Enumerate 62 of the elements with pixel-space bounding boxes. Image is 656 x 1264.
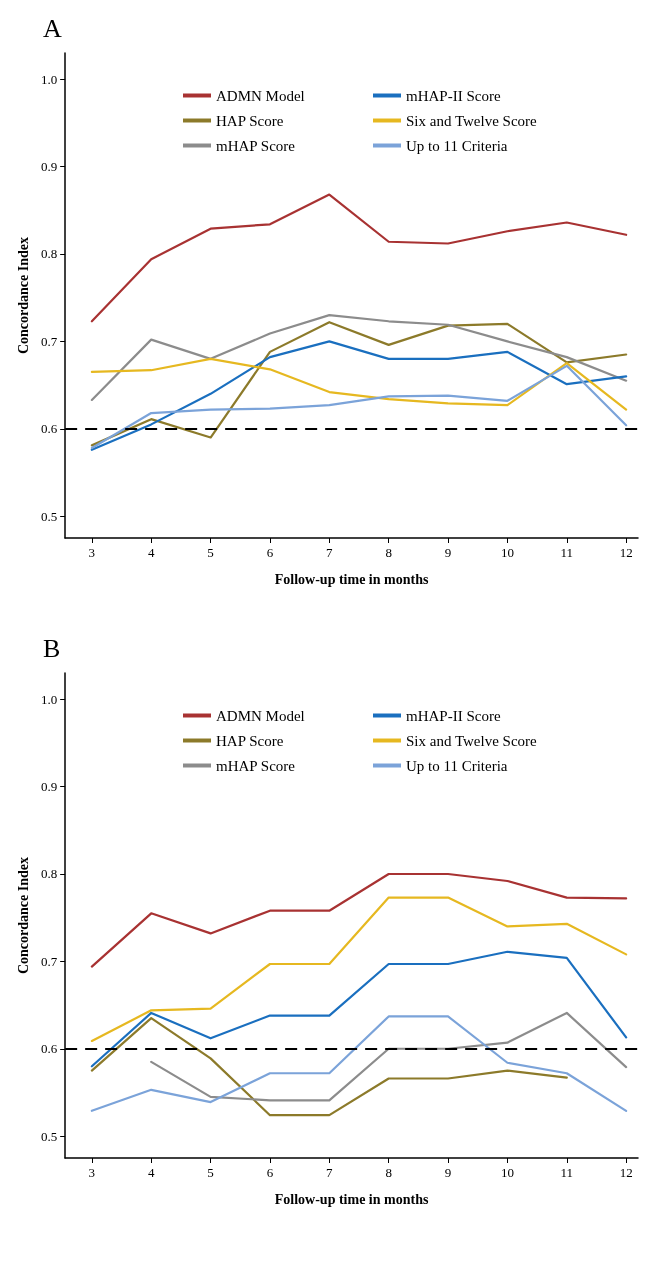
x-tick-label: 5 <box>207 545 214 560</box>
x-tick-label: 8 <box>385 545 392 560</box>
x-tick-label: 6 <box>266 1165 274 1180</box>
line-series <box>90 364 628 450</box>
x-tick-label: 10 <box>500 1165 514 1180</box>
line-series <box>90 872 628 968</box>
line-series <box>90 950 628 1068</box>
x-tick-label: 4 <box>147 545 155 560</box>
legend-label: ADMN Model <box>216 707 305 724</box>
x-tick-label: 3 <box>88 545 96 560</box>
y-tick-label: 0.9 <box>40 159 58 175</box>
y-tick-label: 0.9 <box>40 779 58 795</box>
y-tick-label: 1.0 <box>40 691 58 707</box>
line-series <box>150 1011 628 1102</box>
y-tick-label: 0.7 <box>40 333 58 349</box>
x-tick-label: 6 <box>266 545 274 560</box>
y-axis-title: Concordance Index <box>15 236 31 355</box>
line-series <box>90 896 628 1042</box>
x-axis-title: Follow-up time in months <box>274 1191 429 1207</box>
y-tick-label: 0.8 <box>40 246 58 262</box>
y-tick-label: 0.5 <box>40 508 58 524</box>
legend-label: mHAP-II Score <box>406 707 501 724</box>
x-tick-label: 9 <box>444 545 452 560</box>
legend-label: mHAP Score <box>216 757 296 774</box>
x-tick-label: 5 <box>207 1165 214 1180</box>
x-axis-title: Follow-up time in months <box>274 571 429 587</box>
legend-label: Six and Twelve Score <box>406 732 538 749</box>
line-series <box>90 321 628 447</box>
x-tick-label: 10 <box>500 545 514 560</box>
legend-label: ADMN Model <box>216 87 305 104</box>
line-series <box>90 357 628 411</box>
x-tick-label: 9 <box>444 1165 452 1180</box>
line-series <box>90 314 628 402</box>
y-tick-label: 0.6 <box>40 1041 58 1057</box>
x-tick-label: 7 <box>326 1165 334 1180</box>
x-tick-label: 4 <box>147 1165 155 1180</box>
line-series <box>90 1017 568 1117</box>
legend-label: HAP Score <box>216 112 284 129</box>
legend-label: mHAP Score <box>216 137 296 154</box>
y-tick-label: 1.0 <box>40 71 58 87</box>
x-tick-label: 7 <box>326 545 334 560</box>
x-tick-label: 11 <box>560 545 574 560</box>
line-series <box>90 193 628 323</box>
y-tick-label: 0.7 <box>40 953 58 969</box>
chart-title: A <box>43 13 62 43</box>
line-series <box>90 1015 628 1112</box>
y-axis-title: Concordance Index <box>15 856 31 975</box>
legend-label: Six and Twelve Score <box>406 112 538 129</box>
y-tick-label: 0.5 <box>40 1128 58 1144</box>
x-tick-label: 8 <box>385 1165 392 1180</box>
x-tick-label: 11 <box>560 1165 574 1180</box>
legend-label: Up to 11 Criteria <box>406 137 508 154</box>
y-tick-label: 0.8 <box>40 866 58 882</box>
legend-label: mHAP-II Score <box>406 87 501 104</box>
x-tick-label: 3 <box>88 1165 96 1180</box>
line-series <box>90 340 628 451</box>
y-tick-label: 0.6 <box>40 421 58 437</box>
legend-label: Up to 11 Criteria <box>406 757 508 774</box>
chart-title: B <box>43 633 61 663</box>
legend-label: HAP Score <box>216 732 284 749</box>
x-tick-label: 12 <box>619 545 633 560</box>
x-tick-label: 12 <box>619 1165 633 1180</box>
